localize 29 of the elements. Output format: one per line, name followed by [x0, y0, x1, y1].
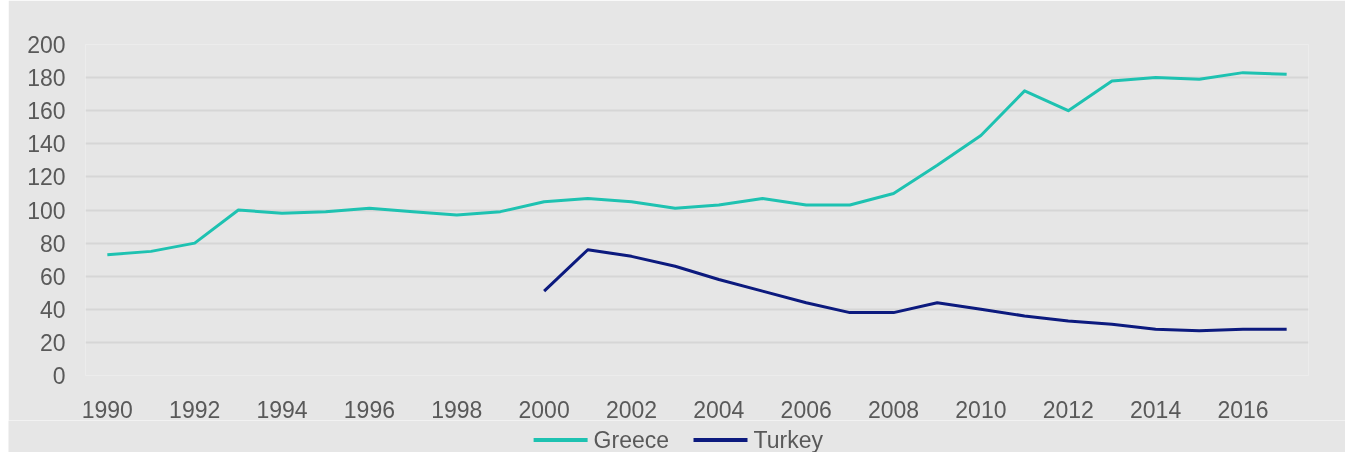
line-series: [542, 248, 1289, 333]
y-tick-label: 160: [27, 98, 66, 125]
y-tick-label: 40: [39, 296, 66, 323]
y-tick-label: 0: [52, 363, 66, 389]
x-tick-label: 1992: [169, 396, 221, 423]
x-tick-label: 2010: [955, 396, 1007, 423]
x-tick-label: 2014: [1130, 396, 1182, 423]
x-tick-label: 2006: [780, 396, 832, 423]
y-tick-label: 100: [27, 197, 66, 224]
x-tick-label: 1996: [343, 396, 395, 423]
x-tick-label: 1998: [431, 396, 483, 423]
x-tick-label: 2000: [518, 396, 570, 423]
y-tick-label: 200: [27, 32, 66, 58]
y-tick-label: 60: [39, 263, 66, 290]
y-tick-label: 20: [39, 329, 66, 356]
x-tick-label: 1990: [81, 396, 133, 423]
y-tick-label: 120: [27, 164, 66, 191]
x-tick-label: 2004: [693, 396, 745, 423]
x-tick-label: 2012: [1042, 396, 1094, 423]
y-tick-label: 180: [27, 65, 66, 92]
y-tick-label: 80: [39, 230, 66, 257]
x-tick-label: 2008: [867, 396, 920, 423]
legend-label: Greece: [593, 427, 670, 452]
y-tick-label: 140: [27, 131, 66, 158]
x-tick-label: 1994: [256, 396, 308, 423]
x-tick-label: 2016: [1217, 396, 1269, 423]
x-tick-label: 2002: [605, 396, 658, 423]
legend-label: Turkey: [753, 427, 824, 452]
line-series: [105, 71, 1289, 257]
